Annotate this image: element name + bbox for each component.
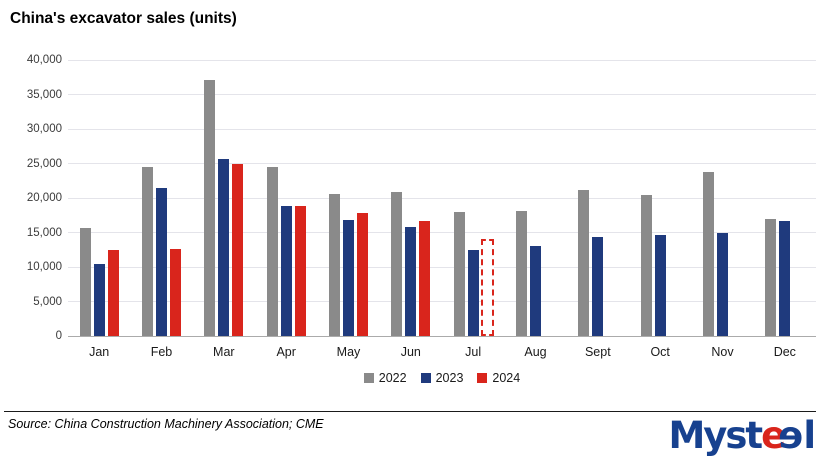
- bar-2024-may: [357, 213, 368, 336]
- y-tick-label: 30,000: [26, 123, 62, 135]
- bar-2022-aug: [516, 211, 527, 336]
- legend-swatch-2023: [420, 373, 431, 383]
- legend: 2022 2023 2024: [68, 371, 816, 385]
- bar-2022-may: [329, 193, 340, 336]
- gridline: [68, 163, 816, 164]
- y-tick-label: 0: [55, 330, 62, 342]
- bar-2022-dec: [765, 219, 777, 336]
- legend-label-2022: 2022: [378, 371, 407, 385]
- bar-2024-feb: [170, 249, 181, 336]
- bar-2023-aug: [530, 245, 541, 336]
- gridline: [68, 128, 816, 130]
- legend-item-2023: 2023: [420, 371, 464, 385]
- y-tick-label: 20,000: [26, 192, 62, 204]
- chart-title: China's excavator sales (units): [10, 10, 237, 27]
- y-tick-label: 40,000: [26, 54, 62, 66]
- bar-2023-jul: [467, 249, 479, 336]
- x-tick-label-sept: Sept: [584, 345, 611, 359]
- bar-2024-jan: [107, 250, 119, 336]
- legend-swatch-2024: [477, 373, 488, 383]
- gridline: [68, 232, 816, 233]
- x-tick-label-feb: Feb: [150, 345, 173, 359]
- x-tick-label-dec: Dec: [773, 345, 796, 359]
- y-tick-label: 25,000: [26, 157, 62, 170]
- bar-2022-jan: [79, 228, 91, 336]
- legend-swatch-2022: [363, 373, 374, 383]
- gridline: [68, 266, 816, 268]
- y-tick-label: 35,000: [26, 88, 62, 101]
- x-tick-label-oct: Oct: [650, 345, 670, 359]
- mysteel-logo: Mysteel: [668, 414, 816, 457]
- bar-2022-oct: [640, 194, 652, 336]
- bar-2022-jul: [453, 212, 465, 336]
- footer-divider-line: [4, 411, 816, 412]
- x-tick-label-mar: Mar: [213, 345, 235, 359]
- bar-2023-oct: [654, 235, 666, 336]
- bar-2023-apr: [280, 206, 292, 336]
- y-tick-label: 10,000: [26, 261, 62, 273]
- bar-2023-jan: [93, 264, 105, 336]
- x-axis-line: [68, 335, 816, 337]
- bar-2022-jun: [391, 192, 403, 336]
- logo-text-tail: l: [803, 414, 816, 457]
- x-tick-label-jan: Jan: [89, 345, 110, 359]
- logo-e-reversed: e: [780, 414, 804, 457]
- x-tick-label-may: May: [336, 345, 361, 359]
- bar-2022-apr: [266, 166, 278, 336]
- bar-2023-may: [343, 220, 354, 336]
- bar-2023-jun: [405, 226, 417, 336]
- bar-2024-apr: [294, 206, 306, 336]
- bar-2023-feb: [156, 188, 167, 336]
- bar-2024-jun: [419, 221, 431, 336]
- legend-label-2023: 2023: [435, 371, 464, 385]
- x-tick-label-jul: Jul: [465, 345, 482, 359]
- gridline: [68, 94, 816, 95]
- x-tick-label-apr: Apr: [276, 345, 296, 359]
- bar-2022-nov: [703, 172, 714, 336]
- source-note: Source: China Construction Machinery Ass…: [8, 417, 324, 431]
- y-tick-label: 15,000: [26, 226, 62, 239]
- bar-2023-mar: [218, 159, 230, 336]
- logo-text-head: Myst: [668, 414, 763, 457]
- bar-2024-jul-estimate: [480, 239, 494, 336]
- legend-item-2024: 2024: [477, 371, 520, 385]
- gridline: [68, 59, 816, 61]
- bar-2024-mar: [232, 163, 244, 336]
- x-tick-label-jun: Jun: [400, 345, 421, 359]
- bar-2023-nov: [717, 233, 728, 336]
- bar-2022-mar: [204, 80, 216, 336]
- gridline: [68, 197, 816, 199]
- legend-label-2024: 2024: [492, 371, 521, 385]
- bar-2022-feb: [142, 166, 153, 336]
- x-tick-label-aug: Aug: [524, 345, 547, 359]
- bar-2023-dec: [779, 220, 791, 336]
- legend-item-2022: 2022: [363, 371, 407, 385]
- gridline: [68, 301, 816, 302]
- bar-2023-sept: [592, 237, 604, 336]
- x-tick-label-nov: Nov: [711, 345, 734, 359]
- logo-e-red: e: [761, 414, 786, 457]
- y-tick-label: 5,000: [33, 295, 62, 308]
- bar-2022-sept: [578, 189, 590, 336]
